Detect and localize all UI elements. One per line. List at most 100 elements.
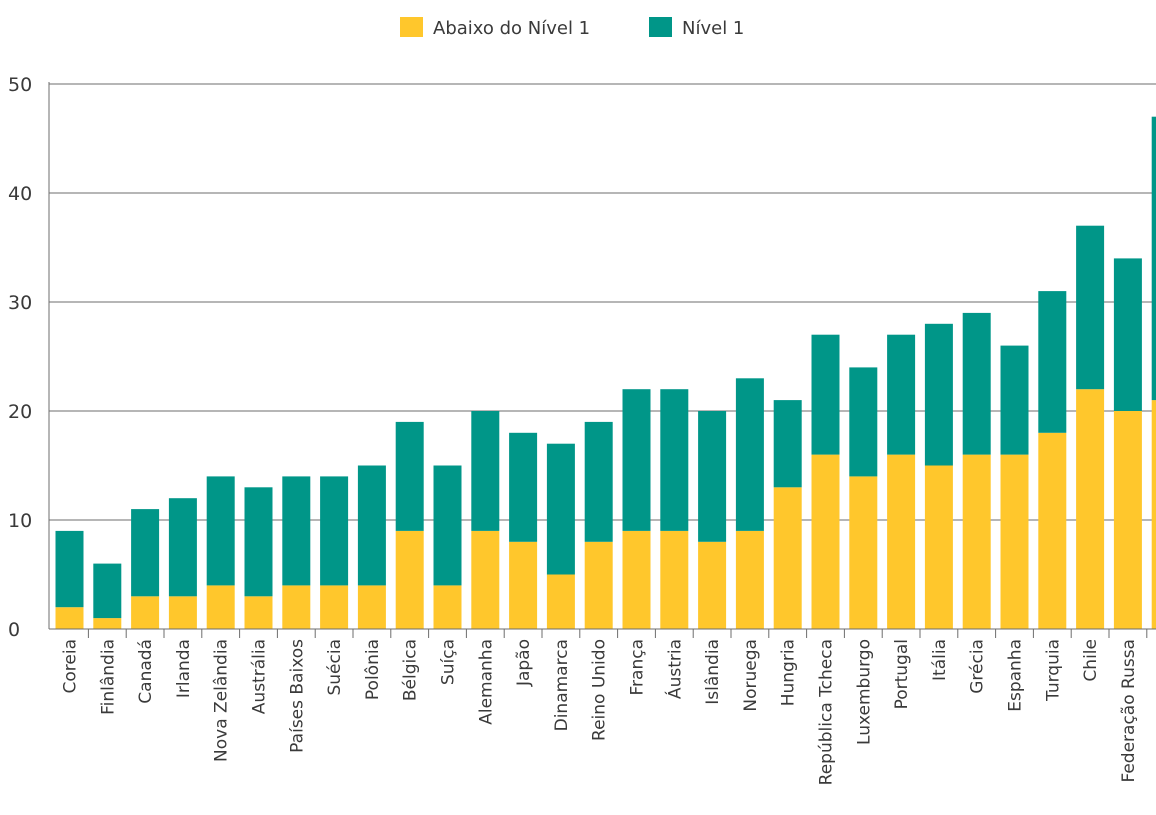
bar-segment-abaixo-nivel-1	[131, 596, 159, 629]
y-tick-label: 50	[8, 74, 32, 96]
bar-segment-abaixo-nivel-1	[963, 455, 991, 629]
x-tick-label: Coreia	[61, 639, 81, 694]
bar-segment-abaixo-nivel-1	[887, 455, 915, 629]
x-tick-label: Federação Russa	[1119, 639, 1139, 783]
bar-segment-abaixo-nivel-1	[925, 466, 953, 630]
bar-segment-abaixo-nivel-1	[396, 531, 424, 629]
bar-segment-nivel-1	[131, 509, 159, 596]
bar-segment-nivel-1	[1001, 346, 1029, 455]
bar-segment-nivel-1	[207, 476, 235, 585]
bar-segment-nivel-1	[471, 411, 499, 531]
legend-swatch	[400, 17, 423, 37]
x-tick-label: Suíça	[439, 639, 459, 685]
bar-segment-abaixo-nivel-1	[1038, 433, 1066, 629]
bar-segment-abaixo-nivel-1	[1076, 389, 1104, 629]
x-tick-label: Turquia	[1043, 639, 1063, 702]
bar-segment-abaixo-nivel-1	[774, 487, 802, 629]
legend: Abaixo do Nível 1 Nível 1	[400, 17, 744, 39]
bar-segment-abaixo-nivel-1	[849, 476, 877, 629]
bar-segment-abaixo-nivel-1	[698, 542, 726, 629]
bar-segment-nivel-1	[320, 476, 348, 585]
bar-segment-abaixo-nivel-1	[547, 575, 575, 630]
x-tick-label: Dinamarca	[552, 639, 572, 731]
bar-segment-abaixo-nivel-1	[169, 596, 197, 629]
bar-segment-nivel-1	[623, 389, 651, 531]
bar-segment-nivel-1	[698, 411, 726, 542]
x-tick-label: Espanha	[1006, 639, 1026, 712]
bar-segment-nivel-1	[434, 466, 462, 586]
legend-label: Nível 1	[682, 18, 744, 39]
bar-segment-abaixo-nivel-1	[471, 531, 499, 629]
x-tick-label: Nova Zelândia	[212, 639, 232, 762]
bar-segment-abaixo-nivel-1	[358, 585, 386, 629]
x-tick-label: Itália	[930, 639, 950, 681]
x-tick-label: Irlanda	[174, 639, 194, 698]
bar-segment-nivel-1	[245, 487, 273, 596]
bar-segment-nivel-1	[887, 335, 915, 455]
bar-segment-nivel-1	[660, 389, 688, 531]
bar-segment-nivel-1	[925, 324, 953, 466]
bar-segment-abaixo-nivel-1	[56, 607, 84, 629]
bar-segment-nivel-1	[93, 564, 121, 619]
x-tick-label: Austrália	[250, 639, 270, 714]
x-tick-label: Islândia	[703, 639, 723, 705]
bar-segment-abaixo-nivel-1	[812, 455, 840, 629]
bar-segment-nivel-1	[1114, 258, 1142, 411]
bar-segment-nivel-1	[396, 422, 424, 531]
bar-segment-abaixo-nivel-1	[245, 596, 273, 629]
bars	[56, 117, 1156, 629]
y-tick-label: 0	[8, 619, 20, 641]
x-tick-label: Portugal	[892, 639, 912, 709]
bar-segment-abaixo-nivel-1	[509, 542, 537, 629]
bar-segment-nivel-1	[774, 400, 802, 487]
x-tick-label: Reino Unido	[590, 639, 610, 741]
bar-segment-nivel-1	[963, 313, 991, 455]
x-tick-label: Noruega	[741, 639, 761, 712]
bar-segment-abaixo-nivel-1	[434, 585, 462, 629]
x-tick-label: Alemanha	[476, 639, 496, 725]
bar-segment-nivel-1	[736, 378, 764, 531]
bar-segment-abaixo-nivel-1	[585, 542, 613, 629]
x-tick-label: Hungria	[779, 639, 799, 706]
bar-segment-nivel-1	[282, 476, 310, 585]
x-tick-label: Japão	[514, 639, 534, 687]
y-tick-label: 20	[8, 401, 32, 423]
bar-segment-abaixo-nivel-1	[320, 585, 348, 629]
x-tick-label: Luxemburgo	[854, 639, 874, 745]
x-tick-label: Canadá	[136, 639, 156, 704]
bar-segment-nivel-1	[849, 367, 877, 476]
legend-label: Abaixo do Nível 1	[433, 18, 590, 39]
bar-segment-nivel-1	[56, 531, 84, 607]
bar-segment-abaixo-nivel-1	[623, 531, 651, 629]
y-tick-label: 40	[8, 183, 32, 205]
bar-segment-nivel-1	[1152, 117, 1156, 400]
x-tick-label: Suécia	[325, 639, 345, 696]
bar-segment-abaixo-nivel-1	[207, 585, 235, 629]
bar-segment-nivel-1	[585, 422, 613, 542]
bar-segment-nivel-1	[358, 466, 386, 586]
bar-segment-abaixo-nivel-1	[660, 531, 688, 629]
bar-segment-nivel-1	[509, 433, 537, 542]
bar-segment-abaixo-nivel-1	[282, 585, 310, 629]
bar-segment-nivel-1	[1076, 226, 1104, 390]
bar-segment-nivel-1	[169, 498, 197, 596]
x-tick-label: Polônia	[363, 639, 383, 700]
y-tick-label: 10	[8, 510, 32, 532]
x-tick-label: Chile	[1081, 639, 1101, 682]
x-tick-label: Grécia	[968, 639, 988, 694]
bar-segment-nivel-1	[1038, 291, 1066, 433]
legend-swatch	[649, 17, 672, 37]
bar-segment-abaixo-nivel-1	[736, 531, 764, 629]
bar-segment-abaixo-nivel-1	[1114, 411, 1142, 629]
bar-segment-abaixo-nivel-1	[93, 618, 121, 629]
x-tick-label: França	[628, 639, 648, 696]
x-tick-label: República Tcheca	[817, 639, 837, 785]
bar-segment-nivel-1	[812, 335, 840, 455]
bar-segment-abaixo-nivel-1	[1152, 400, 1156, 629]
x-tick-label: Países Baixos	[287, 639, 307, 753]
bar-segment-nivel-1	[547, 444, 575, 575]
x-tick-label: Áustria	[663, 639, 685, 699]
x-tick-label: Finlândia	[98, 639, 118, 715]
